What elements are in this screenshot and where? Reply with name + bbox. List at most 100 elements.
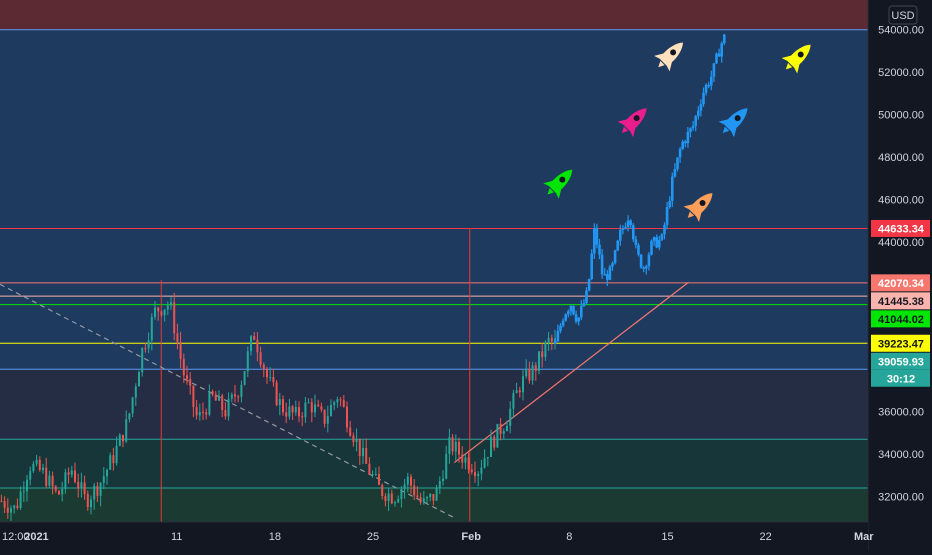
candle-body	[352, 435, 355, 443]
rocket-flame	[687, 211, 695, 218]
projected-candle-body	[707, 84, 710, 87]
candle-body	[285, 412, 288, 417]
projected-candle-body	[618, 229, 622, 241]
candle-body	[333, 402, 336, 406]
price-label-bg	[871, 334, 930, 352]
candle-body	[54, 486, 57, 491]
projected-candle-body	[686, 131, 690, 144]
candle-body	[518, 390, 521, 393]
zone-2	[0, 369, 868, 440]
candle-body	[541, 351, 544, 358]
candle-body	[96, 485, 99, 496]
candle-body	[538, 351, 541, 371]
candle-body	[467, 457, 470, 470]
candle-body	[253, 336, 256, 340]
candle-body	[227, 398, 230, 417]
price-label: 41445.38	[878, 296, 924, 308]
candle-body	[445, 453, 448, 479]
x-tick-label: 12:00	[2, 531, 30, 543]
y-tick-label: 50000.00	[878, 110, 924, 122]
candle-body	[477, 473, 480, 477]
candle-body	[419, 497, 422, 503]
candle-body	[38, 459, 41, 471]
price-label: 42070.34	[878, 278, 925, 290]
projected-candle-body	[717, 53, 721, 57]
candles	[0, 292, 557, 521]
candle-body	[515, 390, 518, 394]
candle-body	[189, 378, 192, 386]
projected-candle-body	[561, 320, 565, 326]
candle-body	[365, 448, 368, 464]
projected-candle-body	[605, 274, 609, 280]
price-label-bg	[871, 292, 930, 310]
projected-candle-body	[613, 250, 617, 264]
trendline-1	[453, 281, 689, 464]
candle-body	[410, 476, 413, 486]
candle-body	[122, 434, 125, 442]
candle-body	[397, 498, 400, 503]
candle-body	[19, 491, 22, 509]
x-tick-label: 11	[171, 531, 182, 543]
candle-body	[250, 336, 253, 352]
projected-candle-body	[631, 225, 635, 240]
candle-body	[147, 340, 150, 349]
y-tick-label: 34000.00	[878, 449, 924, 461]
candle-body	[422, 498, 425, 503]
x-tick-label: 8	[566, 531, 572, 543]
candle-body	[262, 364, 265, 370]
candle-body	[118, 434, 121, 446]
projected-candle-body	[670, 176, 674, 201]
projected-candle-body	[652, 237, 656, 241]
rocket-icon[interactable]	[680, 185, 720, 225]
projected-candle-body	[665, 207, 669, 225]
x-tick-label: 25	[367, 531, 379, 543]
candle-body	[317, 404, 320, 407]
projected-candle-body	[699, 104, 703, 111]
candle-body	[70, 470, 73, 475]
candle-body	[483, 458, 486, 468]
candle-body	[198, 411, 201, 416]
candle-body	[438, 481, 441, 489]
projected-candle-body	[566, 311, 570, 315]
projected-candle-body	[600, 254, 604, 275]
projected-candle-body	[616, 240, 619, 251]
candle-body	[400, 489, 403, 499]
candle-body	[442, 478, 445, 482]
rocket-window	[797, 51, 804, 58]
candle-body	[154, 307, 157, 317]
x-tick-label: Feb	[461, 531, 481, 543]
countdown-label: 30:12	[887, 373, 915, 385]
candle-body	[224, 410, 227, 417]
candle-body	[282, 399, 285, 413]
candle-body	[115, 445, 118, 464]
candle-body	[234, 394, 237, 397]
projected-candle-body	[657, 239, 661, 248]
candle-body	[221, 395, 224, 411]
rocket-flame	[722, 126, 730, 133]
candle-body	[173, 302, 176, 334]
candle-body	[211, 391, 214, 395]
candle-body	[80, 482, 83, 489]
candle-body	[493, 436, 496, 448]
candle-body	[288, 406, 291, 417]
candle-body	[195, 406, 198, 416]
y-tick-label: 48000.00	[878, 152, 924, 164]
candle-body	[170, 302, 173, 306]
candle-body	[355, 438, 358, 443]
projected-candle-body	[691, 125, 695, 129]
price-label-bg	[871, 352, 930, 370]
price-label: 39223.47	[878, 338, 924, 350]
candle-body	[406, 476, 409, 485]
candle-body	[387, 493, 390, 502]
candle-body	[192, 385, 195, 407]
candle-body	[67, 472, 70, 475]
candle-body	[381, 484, 384, 497]
projected-candle-body	[696, 110, 700, 117]
projected-candle-body	[722, 34, 726, 44]
rocket-flame	[785, 62, 793, 70]
candle-body	[394, 502, 397, 504]
rocket-window	[633, 115, 640, 122]
zone-0	[0, 0, 868, 30]
